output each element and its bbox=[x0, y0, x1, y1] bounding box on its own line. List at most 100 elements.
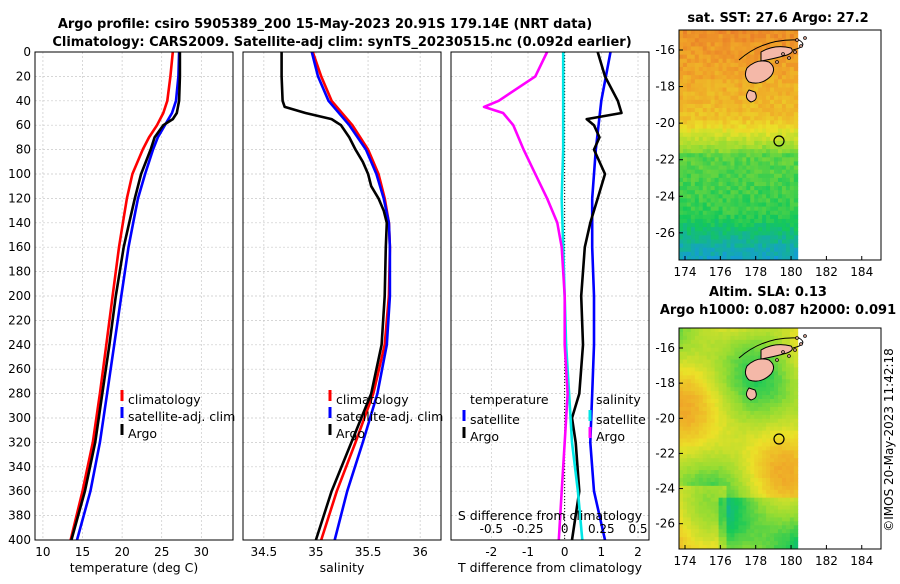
map-cell bbox=[774, 541, 779, 546]
map-cell bbox=[742, 529, 747, 534]
map-cell bbox=[738, 177, 743, 183]
map-cell bbox=[750, 124, 755, 129]
map-cell bbox=[746, 489, 751, 495]
map-cell bbox=[746, 255, 751, 261]
map-cell bbox=[766, 446, 771, 451]
map-cell bbox=[762, 328, 767, 333]
map-cell bbox=[738, 34, 743, 39]
map-cell bbox=[770, 165, 775, 171]
map-cell bbox=[679, 116, 684, 121]
map-cell bbox=[722, 161, 727, 166]
map-cell bbox=[789, 34, 795, 39]
map-cell bbox=[758, 83, 763, 88]
map-cell bbox=[781, 206, 787, 212]
map-cell bbox=[766, 198, 771, 203]
map-cell bbox=[734, 399, 739, 404]
map-cell bbox=[686, 450, 692, 455]
map-cell bbox=[793, 186, 799, 191]
map-cell bbox=[754, 235, 759, 240]
map-cell bbox=[742, 545, 747, 550]
map-cell bbox=[774, 438, 779, 443]
map-cell bbox=[686, 30, 692, 35]
map-cell bbox=[694, 481, 700, 487]
map-cell bbox=[750, 501, 755, 506]
map-cell bbox=[726, 521, 731, 526]
map-cell bbox=[758, 379, 763, 384]
map-cell bbox=[690, 239, 696, 244]
map-cell bbox=[742, 462, 747, 467]
map-cell bbox=[682, 371, 688, 376]
map-cell bbox=[726, 525, 731, 530]
map-cell bbox=[698, 87, 704, 93]
map-cell bbox=[730, 71, 735, 76]
map-cell bbox=[738, 481, 743, 487]
map-cell bbox=[694, 517, 700, 522]
map-cell bbox=[762, 521, 767, 526]
map-cell bbox=[730, 335, 735, 341]
map-cell bbox=[710, 120, 716, 125]
map-cell bbox=[738, 71, 743, 76]
map-cell bbox=[758, 513, 763, 518]
map-cell bbox=[746, 54, 751, 60]
map-cell bbox=[777, 466, 783, 471]
map-cell bbox=[706, 194, 712, 199]
map-cell bbox=[690, 157, 696, 162]
x-tick-label: 30 bbox=[194, 545, 209, 559]
map-cell bbox=[742, 458, 747, 463]
map-cell bbox=[686, 481, 692, 487]
map-cell bbox=[781, 218, 787, 224]
map-cell bbox=[793, 87, 799, 93]
map-cell bbox=[730, 517, 735, 522]
map-cell bbox=[754, 442, 759, 447]
map-cell bbox=[682, 54, 688, 60]
map-cell bbox=[750, 165, 755, 171]
map-cell bbox=[770, 235, 775, 240]
map-cell bbox=[730, 202, 735, 208]
map-cell bbox=[679, 223, 684, 228]
map-cell bbox=[770, 454, 775, 459]
map-cell bbox=[789, 450, 795, 455]
map-cell bbox=[718, 541, 723, 546]
map-cell bbox=[679, 525, 684, 530]
map-cell bbox=[766, 173, 771, 179]
map-cell bbox=[702, 218, 708, 224]
map-cell bbox=[742, 247, 747, 253]
map-cell bbox=[789, 513, 795, 518]
map-cell bbox=[758, 489, 763, 495]
map-cell bbox=[730, 477, 735, 483]
map-cell bbox=[730, 255, 735, 261]
map-cell bbox=[785, 95, 791, 101]
map-cell bbox=[690, 430, 696, 435]
map-cell bbox=[698, 210, 704, 216]
map-cell bbox=[690, 169, 696, 175]
map-cell bbox=[777, 103, 783, 109]
map-cell bbox=[777, 79, 783, 84]
map-cell bbox=[694, 545, 700, 550]
map-cell bbox=[722, 513, 727, 518]
map-cell bbox=[702, 517, 708, 522]
map-cell bbox=[730, 347, 735, 353]
map-cell bbox=[698, 375, 704, 380]
map-cell bbox=[698, 521, 704, 526]
map-cell bbox=[770, 513, 775, 518]
map-cell bbox=[706, 430, 712, 435]
map-cell bbox=[679, 120, 684, 125]
map-cell bbox=[738, 470, 743, 475]
map-cell bbox=[710, 202, 716, 208]
map-cell bbox=[694, 426, 700, 432]
x2-tick-label: -0.25 bbox=[512, 522, 543, 536]
map-cell bbox=[774, 190, 779, 195]
map-cell bbox=[690, 227, 696, 232]
map-cell bbox=[781, 210, 787, 216]
map-cell bbox=[777, 406, 783, 412]
map-cell bbox=[742, 525, 747, 530]
map-cell bbox=[742, 62, 747, 68]
map-cell bbox=[746, 206, 751, 212]
map-cell bbox=[758, 87, 763, 93]
map-cell bbox=[762, 198, 767, 203]
map-cell bbox=[746, 132, 751, 138]
map-cell bbox=[702, 103, 708, 109]
map-cell bbox=[679, 383, 684, 388]
map-cell bbox=[742, 210, 747, 216]
map-cell bbox=[730, 227, 735, 232]
